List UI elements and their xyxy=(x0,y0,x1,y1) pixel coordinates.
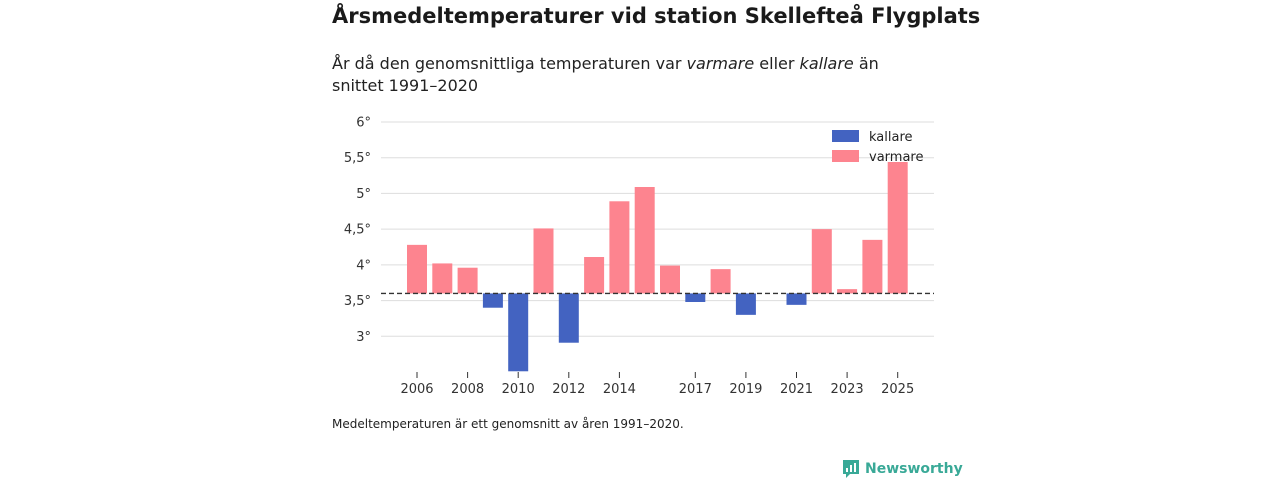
x-tick-label: 2021 xyxy=(780,382,813,397)
legend-label-varmare: varmare xyxy=(869,150,923,165)
subtitle-text-1: År då den genomsnittliga temperaturen va… xyxy=(332,54,687,73)
bar-2006 xyxy=(407,244,427,294)
bar-2018 xyxy=(710,269,731,294)
legend-label-kallare: kallare xyxy=(869,130,913,145)
bar-2014 xyxy=(609,201,630,294)
bar-2025 xyxy=(887,162,908,294)
bar-2019 xyxy=(735,293,756,315)
bar-2011 xyxy=(533,228,554,294)
bar-2012 xyxy=(558,293,579,343)
footnote: Medeltemperaturen är ett genomsnitt av å… xyxy=(332,417,684,431)
bar-2013 xyxy=(584,257,605,294)
subtitle-cold: kallare xyxy=(799,54,854,73)
bar-2023 xyxy=(837,289,858,294)
newsworthy-brand[interactable]: Newsworthy xyxy=(842,458,963,480)
y-tick-label: 4,5° xyxy=(344,223,371,238)
bar-2017 xyxy=(685,293,706,302)
x-tick-label: 2010 xyxy=(502,382,535,397)
x-tick-label: 2008 xyxy=(451,382,484,397)
bar-2015 xyxy=(634,187,655,294)
y-tick-label: 5,5° xyxy=(344,151,371,166)
bar-2007 xyxy=(432,263,453,294)
subtitle-text-2: eller xyxy=(754,54,800,73)
x-tick-label: 2006 xyxy=(400,382,433,397)
newsworthy-logo-icon xyxy=(843,460,859,478)
bar-2024 xyxy=(862,239,883,294)
bar-2010 xyxy=(508,293,529,372)
y-tick-label: 6° xyxy=(356,116,371,131)
x-tick-label: 2019 xyxy=(729,382,762,397)
subtitle-warm: varmare xyxy=(686,54,755,73)
y-tick-label: 3,5° xyxy=(344,294,371,309)
chart-subtitle: År då den genomsnittliga temperaturen va… xyxy=(332,53,932,97)
temperature-bar-chart: 3° 3,5° 4° 4,5° 5° 5,5° 6° 2006 2008 2010 2012 2014… xyxy=(344,116,934,397)
x-tick-label: 2017 xyxy=(679,382,712,397)
legend-swatch-varmare xyxy=(832,150,859,162)
bar-2021 xyxy=(786,293,807,305)
legend-swatch-kallare xyxy=(832,130,859,142)
brand-name: Newsworthy xyxy=(865,461,963,477)
y-tick-label: 5° xyxy=(356,187,371,202)
x-tick-label: 2025 xyxy=(881,382,914,397)
subtitle-text-3: än snittet 1991–2020 xyxy=(332,54,879,95)
bar-2009 xyxy=(482,293,503,308)
y-tick-label: 3° xyxy=(356,330,371,345)
x-tick-label: 2014 xyxy=(603,382,636,397)
x-tick-label: 2012 xyxy=(552,382,585,397)
x-tick-label: 2023 xyxy=(831,382,864,397)
y-tick-label: 4° xyxy=(356,258,371,273)
bar-2022 xyxy=(811,229,832,294)
chart-title: Årsmedeltemperaturer vid station Skellef… xyxy=(332,4,981,28)
bar-2008 xyxy=(457,267,478,294)
bar-2016 xyxy=(660,265,680,294)
